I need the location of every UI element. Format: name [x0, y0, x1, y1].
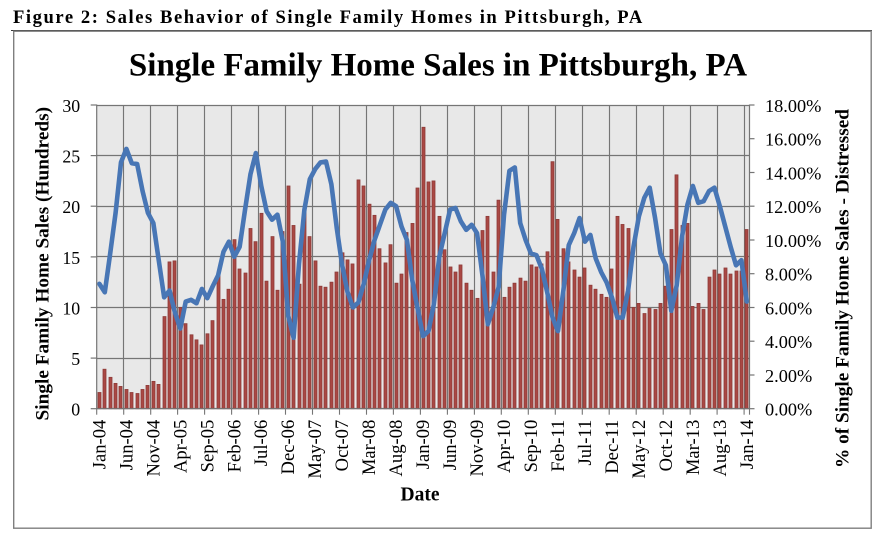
- svg-text:% of Single Family Home Sales: % of Single Family Home Sales - Distress…: [833, 109, 854, 468]
- svg-text:Jul-11: Jul-11: [575, 420, 596, 466]
- svg-text:Jan-09: Jan-09: [413, 420, 434, 470]
- svg-text:May-07: May-07: [305, 420, 326, 479]
- svg-text:Jan-04: Jan-04: [89, 420, 110, 470]
- svg-text:16.00%: 16.00%: [765, 130, 821, 150]
- svg-text:10.00%: 10.00%: [765, 231, 821, 251]
- svg-text:Dec-11: Dec-11: [602, 420, 623, 474]
- svg-text:Date: Date: [401, 485, 440, 506]
- svg-text:Oct-07: Oct-07: [332, 420, 353, 472]
- svg-text:6.00%: 6.00%: [765, 298, 812, 318]
- svg-text:2.00%: 2.00%: [765, 366, 812, 386]
- svg-text:Dec-06: Dec-06: [278, 420, 299, 475]
- svg-text:Aug-13: Aug-13: [710, 420, 731, 477]
- svg-text:10: 10: [62, 299, 80, 319]
- svg-text:Apr-10: Apr-10: [494, 420, 515, 473]
- svg-text:0.00%: 0.00%: [765, 400, 812, 420]
- svg-text:25: 25: [62, 147, 80, 167]
- svg-text:Nov-09: Nov-09: [467, 420, 488, 477]
- svg-text:Apr-05: Apr-05: [170, 420, 191, 473]
- svg-text:Jul-06: Jul-06: [251, 420, 272, 466]
- svg-text:Single Family Home Sales (Hun: Single Family Home Sales (Hundreds): [33, 107, 54, 421]
- svg-text:5: 5: [71, 349, 80, 369]
- svg-text:Mar-08: Mar-08: [359, 420, 380, 475]
- svg-text:12.00%: 12.00%: [765, 197, 821, 217]
- svg-text:Sep-05: Sep-05: [197, 420, 218, 473]
- svg-text:8.00%: 8.00%: [765, 265, 812, 285]
- svg-text:4.00%: 4.00%: [765, 332, 812, 352]
- svg-text:Jun-04: Jun-04: [116, 420, 137, 471]
- svg-text:Single Family Home Sales in Pi: Single Family Home Sales in Pittsburgh, …: [129, 48, 747, 84]
- svg-text:18.00%: 18.00%: [765, 96, 821, 116]
- svg-text:Feb-11: Feb-11: [548, 420, 569, 472]
- svg-text:Oct-12: Oct-12: [656, 420, 677, 472]
- svg-text:0: 0: [71, 400, 80, 420]
- svg-text:15: 15: [62, 248, 80, 268]
- svg-text:Aug-08: Aug-08: [386, 420, 407, 477]
- svg-text:20: 20: [62, 197, 80, 217]
- svg-text:14.00%: 14.00%: [765, 163, 821, 183]
- svg-text:Nov-04: Nov-04: [143, 420, 164, 477]
- svg-text:Jan-14: Jan-14: [737, 420, 758, 470]
- svg-text:30: 30: [62, 96, 80, 116]
- svg-text:Mar-13: Mar-13: [683, 420, 704, 475]
- svg-text:Sep-10: Sep-10: [521, 420, 542, 473]
- svg-text:Jun-09: Jun-09: [440, 420, 461, 471]
- svg-text:May-12: May-12: [629, 420, 650, 479]
- svg-text:Feb-06: Feb-06: [224, 420, 245, 473]
